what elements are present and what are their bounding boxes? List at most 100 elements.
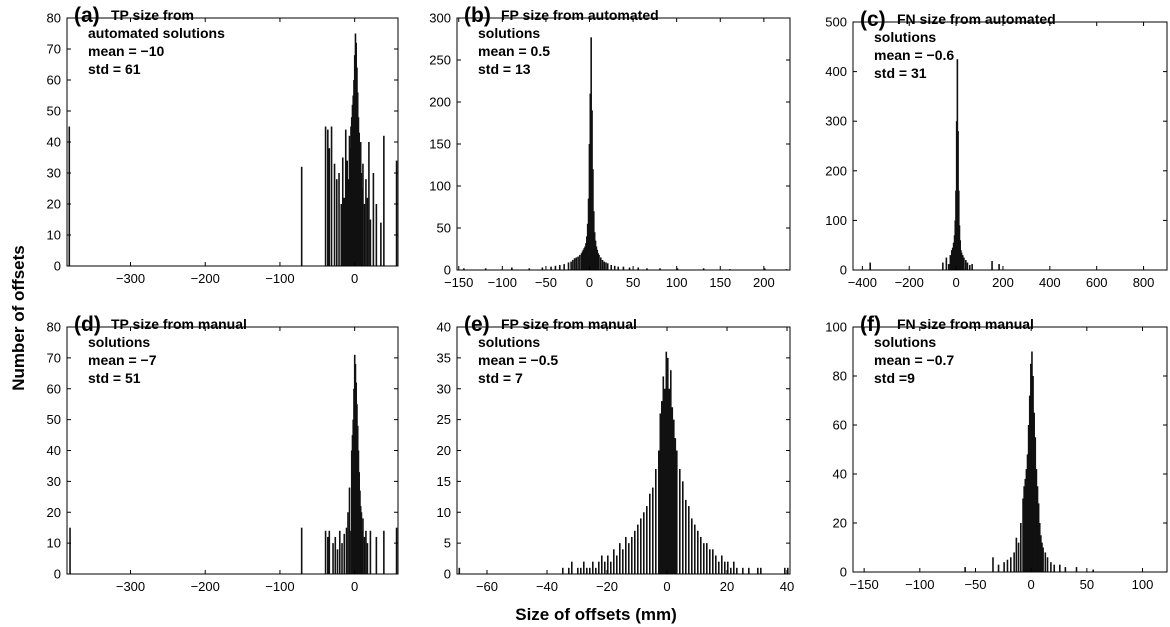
histogram-bar-b-1	[484, 268, 487, 270]
histogram-bar-b-48	[646, 268, 648, 270]
histogram-bar-f-29	[1044, 552, 1047, 572]
histogram-bar-c-1	[942, 262, 944, 270]
panel-title-line-2-b: solutions	[478, 25, 540, 41]
histogram-bar-b-24	[587, 198, 590, 270]
histogram-bar-c-19	[961, 255, 964, 270]
histogram-bar-f-31	[1050, 562, 1052, 572]
histogram-bar-b-38	[601, 259, 604, 270]
histogram-bar-f-7	[1015, 537, 1018, 572]
histogram-bar-e-14	[607, 555, 609, 574]
histogram-bar-b-0	[463, 268, 465, 270]
y-tick-label-d-70: 70	[47, 350, 61, 365]
y-tick-label-b-200: 200	[429, 95, 451, 110]
histogram-bar-e-8	[589, 567, 591, 574]
y-tick-label-e-30: 30	[437, 381, 451, 396]
panel-title-line-1-f: FN size from manual	[897, 316, 1034, 332]
x-tick-label-f-50: 50	[1080, 577, 1094, 592]
histogram-bar-c-26	[998, 264, 1000, 270]
histogram-bar-b-20	[584, 246, 586, 270]
histogram-bar-f-11	[1023, 486, 1025, 572]
panel-stat-a-0: mean = −10	[88, 43, 164, 59]
histogram-bar-e-39	[670, 370, 672, 574]
histogram-bar-a-4	[328, 148, 331, 266]
panel-stat-b-0: mean = 0.5	[478, 43, 550, 59]
panel-f: 0 20 40 60 80 100 −150 −100 −50 0 50 100 (f) FN size …	[825, 313, 1168, 592]
histogram-bar-b-26	[589, 93, 592, 270]
histogram-bar-e-29	[652, 487, 654, 574]
y-tick-label-f-80: 80	[833, 369, 847, 384]
histogram-bar-e-43	[676, 450, 678, 574]
histogram-bar-e-57	[718, 561, 720, 574]
y-axis-title: Number of offsets	[9, 245, 28, 390]
histogram-bar-b-7	[558, 264, 561, 270]
histogram-bar-e-56	[715, 555, 717, 574]
histogram-bar-f-23	[1036, 486, 1039, 572]
histogram-bar-b-31	[593, 232, 596, 270]
histogram-bar-f-8	[1017, 542, 1020, 572]
panel-title-line-1-a: TP size from	[111, 7, 194, 23]
histogram-bar-f-24	[1037, 503, 1040, 572]
axes-frame-c	[852, 21, 1168, 271]
histogram-bar-d-8	[338, 530, 341, 574]
histogram-bar-d-30	[362, 518, 364, 574]
histogram-bar-b-28	[591, 110, 593, 271]
x-tick-label-e--40: −40	[536, 579, 558, 594]
histogram-bar-e-28	[649, 493, 651, 574]
histogram-bar-b-36	[598, 254, 600, 270]
histogram-bar-b-13	[575, 257, 578, 270]
x-tick-label-c-200: 200	[992, 275, 1014, 290]
histogram-bar-b-6	[554, 265, 557, 270]
histogram-bar-b-9	[567, 262, 570, 270]
y-tick-label-c-200: 200	[825, 163, 847, 178]
histogram-bar-d-4	[328, 530, 331, 574]
x-tick-label-a--200: −200	[191, 271, 220, 286]
histogram-bar-c-22	[966, 262, 969, 270]
histogram-bar-b-18	[582, 249, 585, 270]
y-tick-label-b-250: 250	[429, 53, 451, 68]
histogram-bar-e-35	[664, 388, 666, 574]
y-tick-label-a-20: 20	[47, 197, 61, 212]
y-tick-label-f-0: 0	[840, 565, 847, 580]
panel-title-line-1-c: FN size from automated	[897, 11, 1056, 27]
histogram-bar-e-41	[673, 419, 675, 575]
histogram-bar-f-12	[1024, 478, 1027, 572]
histogram-bar-a-40	[369, 219, 372, 266]
histogram-bar-e-13	[604, 561, 606, 574]
histogram-bar-d-5	[332, 543, 334, 575]
histogram-bar-a-43	[380, 222, 382, 266]
histogram-bar-a-44	[383, 135, 385, 266]
histogram-bar-e-68	[784, 567, 786, 574]
histogram-bar-d-6	[334, 536, 337, 574]
y-tick-label-c-100: 100	[825, 213, 847, 228]
histogram-bar-e-63	[736, 567, 738, 574]
x-tick-label-f-0: 0	[1028, 577, 1035, 592]
histogram-bar-b-3	[528, 268, 531, 270]
histogram-bar-d-11	[345, 527, 348, 574]
histogram-bar-f-21	[1034, 437, 1037, 572]
histogram-bar-b-8	[563, 264, 565, 270]
y-tick-label-f-60: 60	[833, 418, 847, 433]
histogram-bar-f-16	[1028, 395, 1031, 572]
histogram-bar-e-64	[742, 567, 744, 574]
histogram-bar-f-20	[1033, 412, 1035, 572]
histogram-bar-e-24	[637, 524, 639, 574]
x-tick-label-c-400: 400	[1039, 275, 1061, 290]
y-tick-label-a-0: 0	[54, 259, 61, 274]
histogram-bar-b-43	[613, 265, 616, 270]
histogram-bar-e-52	[703, 543, 705, 575]
histogram-bar-d-3	[327, 536, 329, 574]
histogram-bar-e-60	[727, 561, 729, 574]
histogram-bar-b-42	[610, 264, 613, 270]
histogram-bar-e-9	[592, 561, 594, 574]
histogram-bar-f-17	[1030, 363, 1032, 572]
panel-title-line-2-d: solutions	[88, 334, 150, 350]
histogram-bar-e-30	[655, 469, 657, 574]
panel-title-line-1-d: TP size from manual	[111, 316, 247, 332]
histogram-bar-a-36	[363, 204, 366, 266]
histogram-bar-b-16	[580, 253, 583, 270]
histogram-bar-a-41	[372, 173, 375, 266]
histogram-bar-b-12	[573, 258, 576, 270]
y-tick-label-d-80: 80	[47, 320, 61, 335]
panel-e: 0 5 10 15 20 25 30 35 40 −60 −40 −20 0 20 40 (e) FP size…	[437, 313, 795, 594]
histogram-bar-a-2	[324, 126, 327, 266]
